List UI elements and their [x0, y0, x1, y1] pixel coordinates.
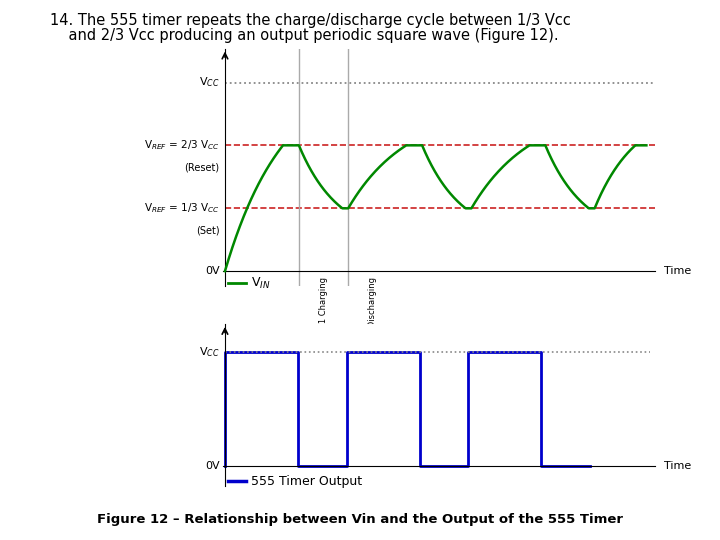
- Text: V$_{REF}$ = 2/3 V$_{CC}$: V$_{REF}$ = 2/3 V$_{CC}$: [144, 138, 220, 152]
- Text: C1 Charging: C1 Charging: [319, 277, 328, 329]
- Text: and 2/3 Vcc producing an output periodic square wave (Figure 12).: and 2/3 Vcc producing an output periodic…: [50, 28, 559, 43]
- Text: Figure 12 – Relationship between Vin and the Output of the 555 Timer: Figure 12 – Relationship between Vin and…: [97, 514, 623, 526]
- Text: 555 Timer Output: 555 Timer Output: [251, 475, 362, 488]
- Text: 0V: 0V: [205, 461, 220, 470]
- Text: 0V: 0V: [205, 266, 220, 276]
- Text: V$_{CC}$: V$_{CC}$: [199, 346, 220, 359]
- Text: V$_{REF}$ = 1/3 V$_{CC}$: V$_{REF}$ = 1/3 V$_{CC}$: [144, 201, 220, 215]
- Text: C1 Discharging: C1 Discharging: [369, 277, 377, 341]
- Text: V$_{IN}$: V$_{IN}$: [251, 276, 271, 291]
- Text: (Set): (Set): [196, 225, 220, 235]
- Text: Time: Time: [664, 461, 691, 470]
- Text: 14. The 555 timer repeats the charge/discharge cycle between 1/3 Vcc: 14. The 555 timer repeats the charge/dis…: [50, 14, 571, 29]
- Text: V$_{CC}$: V$_{CC}$: [199, 76, 220, 90]
- Text: (Reset): (Reset): [184, 163, 220, 172]
- Text: Time: Time: [664, 266, 691, 276]
